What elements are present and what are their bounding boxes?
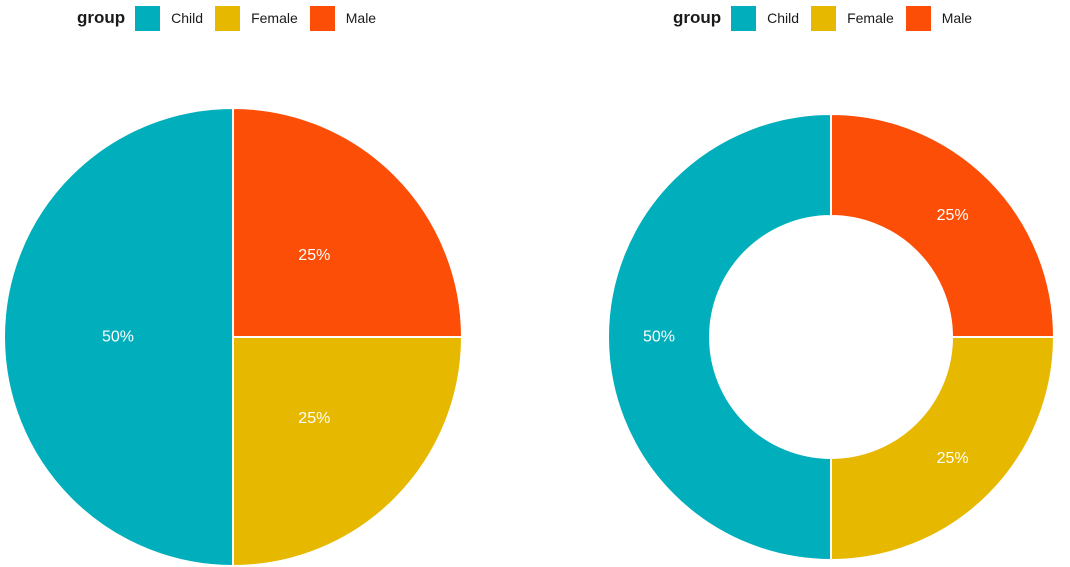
legend-swatch-male	[905, 5, 931, 31]
slice-female	[830, 336, 1056, 562]
slice-label-male: 25%	[298, 247, 330, 264]
legend-item-female: Female	[215, 5, 298, 31]
legend-label-male: Male	[345, 10, 377, 26]
legend-label-child: Child	[171, 10, 204, 26]
slice-male	[232, 106, 464, 338]
slice-male	[830, 112, 1056, 338]
legend-label-male: Male	[941, 10, 973, 26]
legend-label-female: Female	[847, 10, 894, 26]
slice-child	[3, 106, 234, 567]
legend-item-child: Child	[135, 5, 204, 31]
slice-label-female: 25%	[937, 450, 969, 467]
slice-label-child: 50%	[102, 329, 134, 346]
slice-label-child: 50%	[643, 329, 675, 346]
legend: group Child Female Male	[77, 5, 388, 31]
legend-item-male: Male	[905, 5, 973, 31]
donut-chart: 25% 25% 50%	[607, 112, 1056, 562]
legend-label-female: Female	[251, 10, 298, 26]
legend-label-child: Child	[767, 10, 800, 26]
donut-chart-panel: group Child Female Male 25% 25% 50%	[535, 0, 1070, 567]
legend-item-female: Female	[811, 5, 894, 31]
legend: group Child Female Male	[673, 5, 984, 31]
slice-child	[607, 112, 832, 562]
legend-title: group	[673, 8, 722, 27]
legend-swatch-female	[811, 5, 837, 31]
legend-item-male: Male	[309, 5, 377, 31]
legend-title: group	[77, 8, 126, 27]
legend-swatch-female	[215, 5, 241, 31]
legend-swatch-child	[731, 5, 757, 31]
legend-swatch-child	[135, 5, 161, 31]
pie-chart: 25% 25% 50%	[3, 106, 464, 567]
legend-swatch-male	[309, 5, 335, 31]
legend-item-child: Child	[731, 5, 800, 31]
slice-label-male: 25%	[937, 207, 969, 224]
pie-chart-panel: group Child Female Male 25% 25% 50%	[3, 5, 464, 567]
slice-female	[232, 336, 464, 567]
slice-label-female: 25%	[298, 410, 330, 427]
